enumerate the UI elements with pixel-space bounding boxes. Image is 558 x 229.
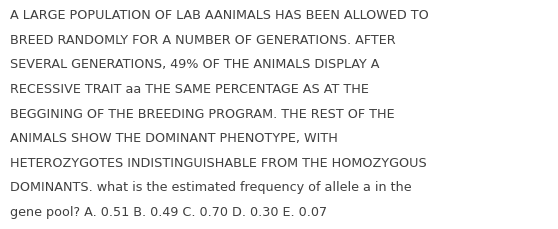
Text: A LARGE POPULATION OF LAB AANIMALS HAS BEEN ALLOWED TO: A LARGE POPULATION OF LAB AANIMALS HAS B… [10, 9, 429, 22]
Text: BREED RANDOMLY FOR A NUMBER OF GENERATIONS. AFTER: BREED RANDOMLY FOR A NUMBER OF GENERATIO… [10, 34, 396, 47]
Text: SEVERAL GENERATIONS, 49% OF THE ANIMALS DISPLAY A: SEVERAL GENERATIONS, 49% OF THE ANIMALS … [10, 58, 379, 71]
Text: HETEROZYGOTES INDISTINGUISHABLE FROM THE HOMOZYGOUS: HETEROZYGOTES INDISTINGUISHABLE FROM THE… [10, 156, 427, 169]
Text: ANIMALS SHOW THE DOMINANT PHENOTYPE, WITH: ANIMALS SHOW THE DOMINANT PHENOTYPE, WIT… [10, 132, 338, 145]
Text: BEGGINING OF THE BREEDING PROGRAM. THE REST OF THE: BEGGINING OF THE BREEDING PROGRAM. THE R… [10, 107, 395, 120]
Text: DOMINANTS. what is the estimated frequency of allele a in the: DOMINANTS. what is the estimated frequen… [10, 181, 412, 194]
Text: gene pool? A. 0.51 B. 0.49 C. 0.70 D. 0.30 E. 0.07: gene pool? A. 0.51 B. 0.49 C. 0.70 D. 0.… [10, 205, 327, 218]
Text: RECESSIVE TRAIT aa THE SAME PERCENTAGE AS AT THE: RECESSIVE TRAIT aa THE SAME PERCENTAGE A… [10, 83, 369, 96]
